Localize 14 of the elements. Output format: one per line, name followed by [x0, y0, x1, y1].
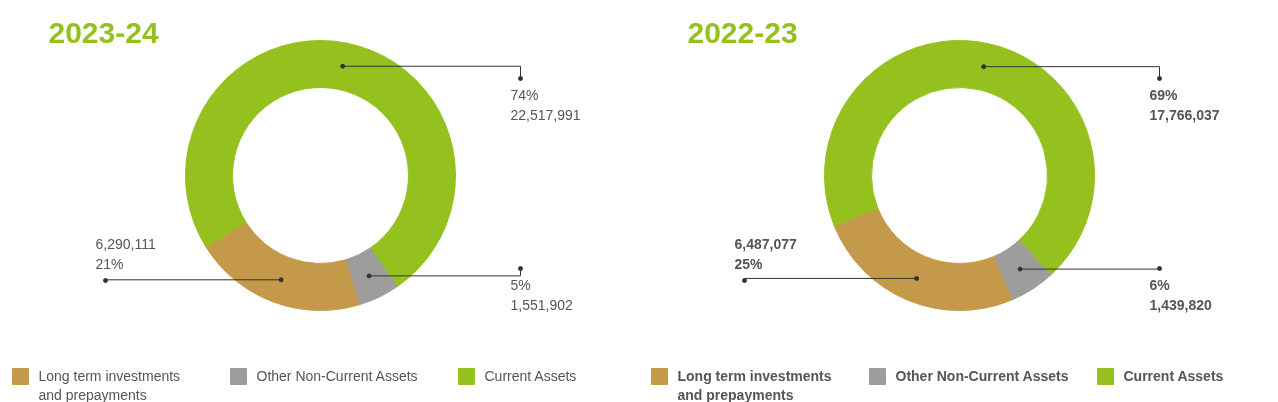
legend-label: Current Assets: [1123, 367, 1224, 384]
legend-label: Current Assets: [484, 367, 577, 384]
chart-title: 2022-23: [687, 15, 798, 49]
data-label: 69% 17,766,037: [1149, 86, 1220, 124]
data-label: 5% 1,551,902: [510, 276, 573, 314]
legend-label: Other Non-Current Assets: [895, 367, 1069, 384]
chart-title: 2023-24: [48, 15, 159, 49]
legend-label: Other Non-Current Assets: [256, 367, 418, 384]
data-label: 6% 1,439,820: [1149, 276, 1212, 314]
data-label: 74% 22,517,991: [510, 86, 581, 124]
data-label: 6,487,077 25%: [734, 235, 797, 273]
slice-label: Long term investments and prepayments: [677, 367, 832, 402]
data-label: 6,290,111 21%: [95, 235, 156, 273]
legend-label: Long term investments and prepayments: [38, 367, 181, 402]
